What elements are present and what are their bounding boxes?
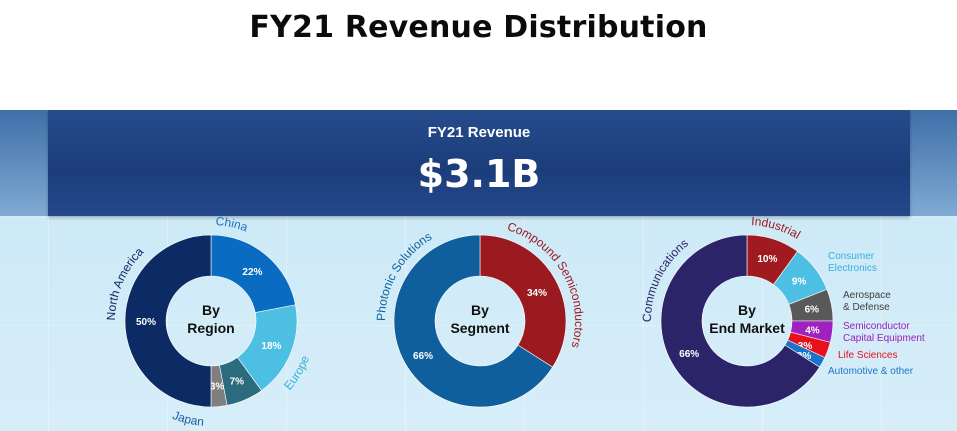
data-label: 3% [210,382,225,393]
slice-photonic-solutions [393,234,554,408]
data-label: 66% [679,349,699,360]
category-label: China [215,214,250,234]
page-title: FY21 Revenue Distribution [249,10,708,45]
data-label: 9% [792,277,807,288]
slice-compound-semiconductors [479,234,567,368]
right-side-tile [910,110,957,216]
category-label: Semiconductor Capital Equipment [843,321,925,344]
data-label: 10% [757,254,777,265]
banner-value: $3.1B [417,152,541,196]
data-label: 3% [798,341,813,352]
data-label: 2% [797,351,812,362]
slice-north-america [124,234,212,408]
data-label: 7% [230,377,245,388]
center-label: Segment [450,320,509,336]
category-label: Japan [171,408,205,429]
data-label: 50% [136,317,156,328]
data-label: 34% [527,288,547,299]
revenue-banner: FY21 Revenue $3.1B [48,110,910,216]
data-label: 4% [805,325,820,336]
category-label: Aerospace & Defense [843,290,891,313]
center-label: By [738,302,756,318]
center-label: By [202,302,220,318]
category-label: Consumer Electronics [828,251,877,274]
data-label: 22% [242,267,262,278]
category-label: Automotive & other [828,366,914,377]
category-label: Life Sciences [838,350,897,361]
center-label: Region [187,320,234,336]
slice-communications [660,234,821,408]
center-label: By [471,302,489,318]
data-label: 18% [261,341,281,352]
left-side-tile [0,110,48,216]
banner-label: FY21 Revenue [427,124,531,141]
data-label: 6% [805,305,820,316]
donut-chart-1: 22%18%7%3%50%ByRegionChinaEuropeJapanNor… [104,214,312,429]
center-label: End Market [709,320,785,336]
data-label: 66% [413,351,433,362]
